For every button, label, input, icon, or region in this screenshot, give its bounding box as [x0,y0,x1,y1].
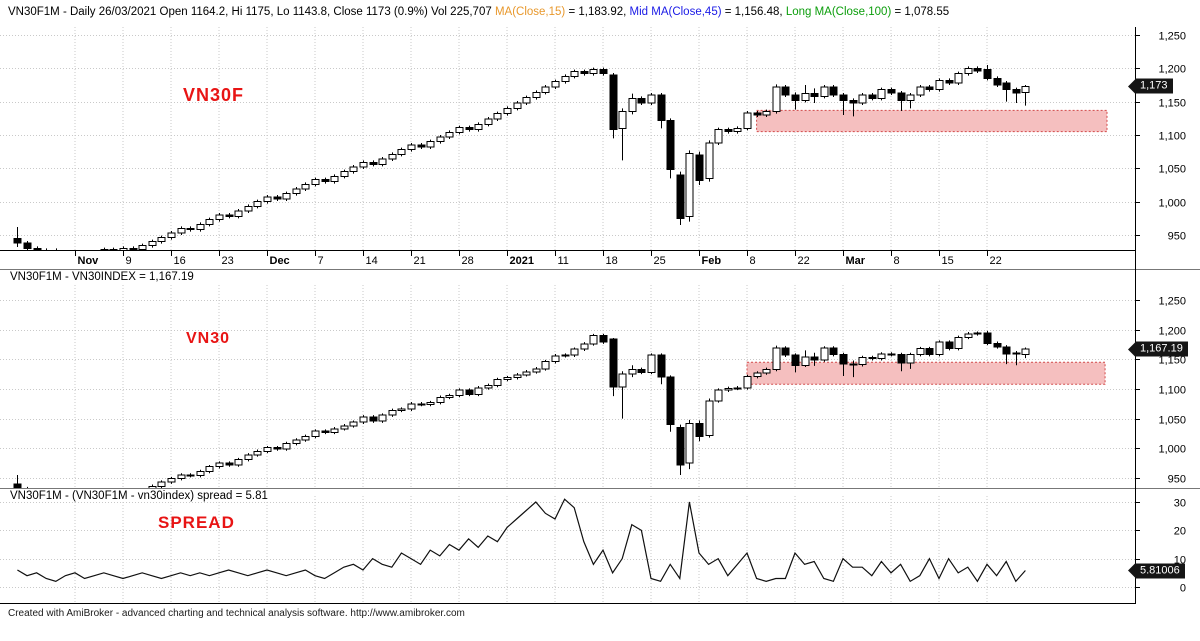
panel3-symbol-label: SPREAD [158,513,235,532]
projection-zone [746,361,1106,385]
x-tick-label: 18 [606,255,618,267]
x-tick-label: 14 [366,255,378,267]
y-tick-label: 950 [1168,474,1186,486]
y-tick-label: 1,200 [1158,326,1186,338]
last-price-tag-vn30f: 1,173 [1128,78,1173,94]
x-tick-label: 15 [942,255,954,267]
y-tick-label: 1,200 [1158,64,1186,76]
y-tick-label: 1,250 [1158,31,1186,43]
panel1-symbol-label: VN30F [183,85,245,105]
y-tick-label: 1,050 [1158,164,1186,176]
last-value-tag-spread: 5.81006 [1128,563,1185,579]
panel2-symbol-label: VN30 [186,330,231,347]
last-price-tag-vn30: 1,167.19 [1128,341,1188,357]
x-tick-label: 16 [174,255,186,267]
x-tick-label: 22 [798,255,810,267]
amibroker-credit-text: Created with AmiBroker - advanced charti… [8,608,465,619]
title-ma15-label: MA(Close,15) [494,6,566,18]
x-tick-label: Feb [702,255,722,267]
y-tick-label: 1,250 [1158,296,1186,308]
y-tick-label: 950 [1168,231,1186,243]
y-tick-label: 1,050 [1158,415,1186,427]
x-tick-label: 7 [318,255,324,267]
x-tick-label: 23 [222,255,234,267]
panel2-title: VN30F1M - VN30INDEX = 1,167.19 [10,271,199,283]
x-tick-label: 28 [462,255,474,267]
x-tick-label: 8 [750,255,756,267]
panel3-title: VN30F1M - (VN30F1M - vn30index) spread =… [10,490,273,502]
y-tick-label: 30 [1174,498,1186,510]
title-ma100-value: = 1,078.55 [891,6,950,18]
x-tick-label: 25 [654,255,666,267]
title-ma45-label: Mid MA(Close,45) [629,6,722,18]
projection-zone [756,109,1108,133]
y-tick-label: 1,100 [1158,385,1186,397]
x-tick-label: 11 [558,255,569,267]
y-tick-label: 1,000 [1158,198,1186,210]
y-tick-label: 1,000 [1158,444,1186,456]
x-tick-label: Dec [270,255,290,267]
y-tick-label: 0 [1180,583,1186,595]
chart-title-bar: VN30F1M - Daily 26/03/2021 Open 1164.2, … [8,6,949,18]
title-ma15-value: = 1,183.92, [565,6,630,18]
x-tick-label: 9 [126,255,132,267]
title-ma45-value: = 1,156.48, [721,6,786,18]
y-tick-label: 20 [1174,526,1186,538]
x-tick-label: 8 [894,255,900,267]
y-tick-label: 1,150 [1158,98,1186,110]
y-tick-label: 1,150 [1158,355,1186,367]
x-tick-label: 21 [414,255,426,267]
title-ma100-label: Long MA(Close,100) [785,6,892,18]
x-tick-label: Nov [78,255,100,267]
x-tick-label: 22 [990,255,1002,267]
y-tick-label: 1,100 [1158,131,1186,143]
x-tick-label: Mar [846,255,866,267]
x-tick-label: 2021 [510,255,534,267]
title-ohlc-text: VN30F1M - Daily 26/03/2021 Open 1164.2, … [8,6,495,18]
